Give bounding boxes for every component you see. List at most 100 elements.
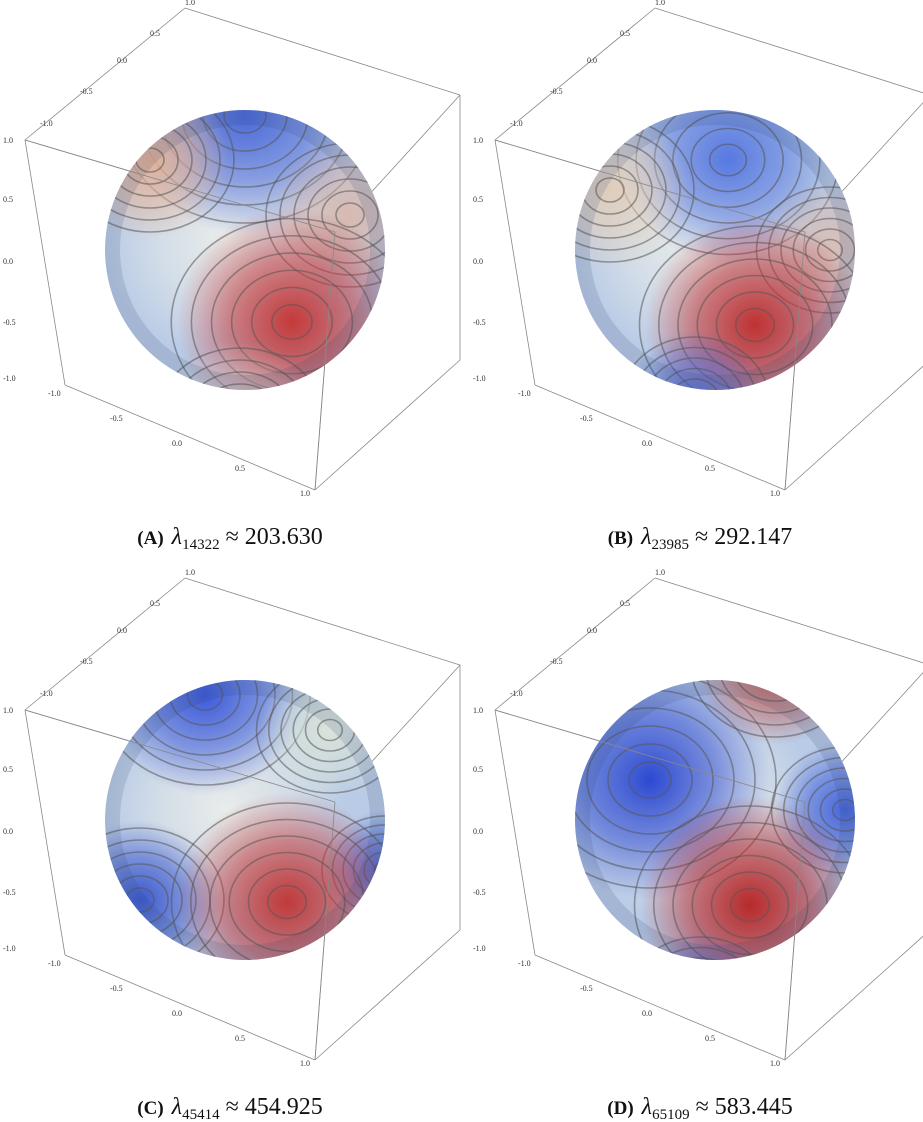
caption-value: ≈ 454.925 [226,1094,323,1120]
caption-tag: (C) [137,1098,163,1119]
tick-label: 1.0 [185,0,195,7]
contour [732,680,818,702]
contour [677,258,833,390]
contour [746,680,804,690]
cube-edge [534,384,786,491]
cube-edge [784,801,806,1061]
field-blob [625,330,765,390]
tick-label: -0.5 [3,888,16,897]
tick-label: 0.5 [473,765,483,774]
contour [718,680,832,714]
sphere [575,110,855,390]
contour [267,680,385,784]
contour [819,788,855,832]
tick-label: 0.0 [473,827,483,836]
contour [212,396,268,444]
cube-edge [314,359,461,491]
cube-edge [184,577,461,666]
tick-label: -0.5 [580,984,593,993]
contour [190,234,385,390]
caption-value: ≈ 203.630 [226,524,323,550]
cube-edge [314,231,336,491]
contour [625,936,775,960]
tick-label: 1.0 [655,568,665,577]
sphere [575,653,855,1032]
tick-label: -1.0 [510,119,523,128]
tick-label: 0.5 [3,765,13,774]
tick-label: 0.5 [235,464,245,473]
panel: 1.0 0.5 0.0 -0.5 -1.0 1.0 0.5 0.0 -0.5 -1.0 -1.0 -0… [3,568,461,1122]
field-blob [105,680,305,795]
field-blob [575,110,690,270]
contour [628,761,672,799]
contour [807,777,855,843]
contour [669,378,721,390]
tick-label: 0.5 [150,599,160,608]
contour [575,707,735,853]
caption-symbol: λ [171,524,182,550]
tick-label: -0.5 [473,318,486,327]
caption-tag: (D) [607,1098,633,1119]
contour [170,802,385,960]
contour [638,225,855,390]
contour [250,286,334,358]
contour [645,357,745,390]
contour [595,177,625,203]
tick-label: 0.0 [172,1009,182,1018]
contour [663,969,737,1032]
tick-label: 0.0 [172,439,182,448]
tick-label: 1.0 [3,706,13,715]
field-blob [695,680,855,745]
tick-label: 0.0 [587,626,597,635]
tick-label: 0.0 [587,56,597,65]
contour [637,946,763,960]
tick-label: 0.0 [473,257,483,266]
tick-label: 1.0 [655,0,665,7]
contour [271,303,313,341]
tick-label: -1.0 [40,689,53,698]
tick-label: 0.0 [642,1009,652,1018]
tick-label: 1.0 [300,1059,310,1068]
contour [170,217,385,390]
contour [226,408,254,432]
contour [734,307,776,343]
contour [105,110,235,233]
caption: (D) λ65109 ≈ 583.445 [607,1094,792,1122]
sphere [105,110,385,444]
caption-symbol: λ [171,1094,182,1120]
tick-label: -1.0 [40,119,53,128]
tick-label: -1.0 [3,374,16,383]
contour [247,868,327,936]
caption-index: 14322 [182,537,220,553]
contour [761,653,789,677]
cube-edge [494,139,536,386]
caption-index: 23985 [652,537,690,553]
contour [704,680,846,726]
tick-label: -0.5 [80,87,93,96]
cube-edge [24,577,186,711]
caption-value: ≈ 292.147 [695,524,792,550]
contour [607,743,693,817]
contour [183,371,297,390]
contour [676,979,725,1021]
contour [690,680,855,738]
cube-edge [494,709,806,803]
contour [155,347,325,390]
tick-label: -0.5 [110,414,123,423]
tick-label: -1.0 [473,944,486,953]
tick-label: 0.5 [620,29,630,38]
field-blob [160,340,320,390]
tick-label: 0.0 [3,257,13,266]
tick-label: -1.0 [48,389,61,398]
tick-label: -1.0 [518,389,531,398]
tick-label: 0.0 [117,56,127,65]
tick-label: 0.5 [235,1034,245,1043]
tick-label: -0.5 [80,657,93,666]
tick-label: 1.0 [473,706,483,715]
tick-label: 0.5 [705,464,715,473]
contour [105,110,221,221]
contour [710,871,790,939]
contour [266,884,308,920]
tick-label: 1.0 [770,1059,780,1068]
caption-index: 45414 [182,1107,220,1122]
